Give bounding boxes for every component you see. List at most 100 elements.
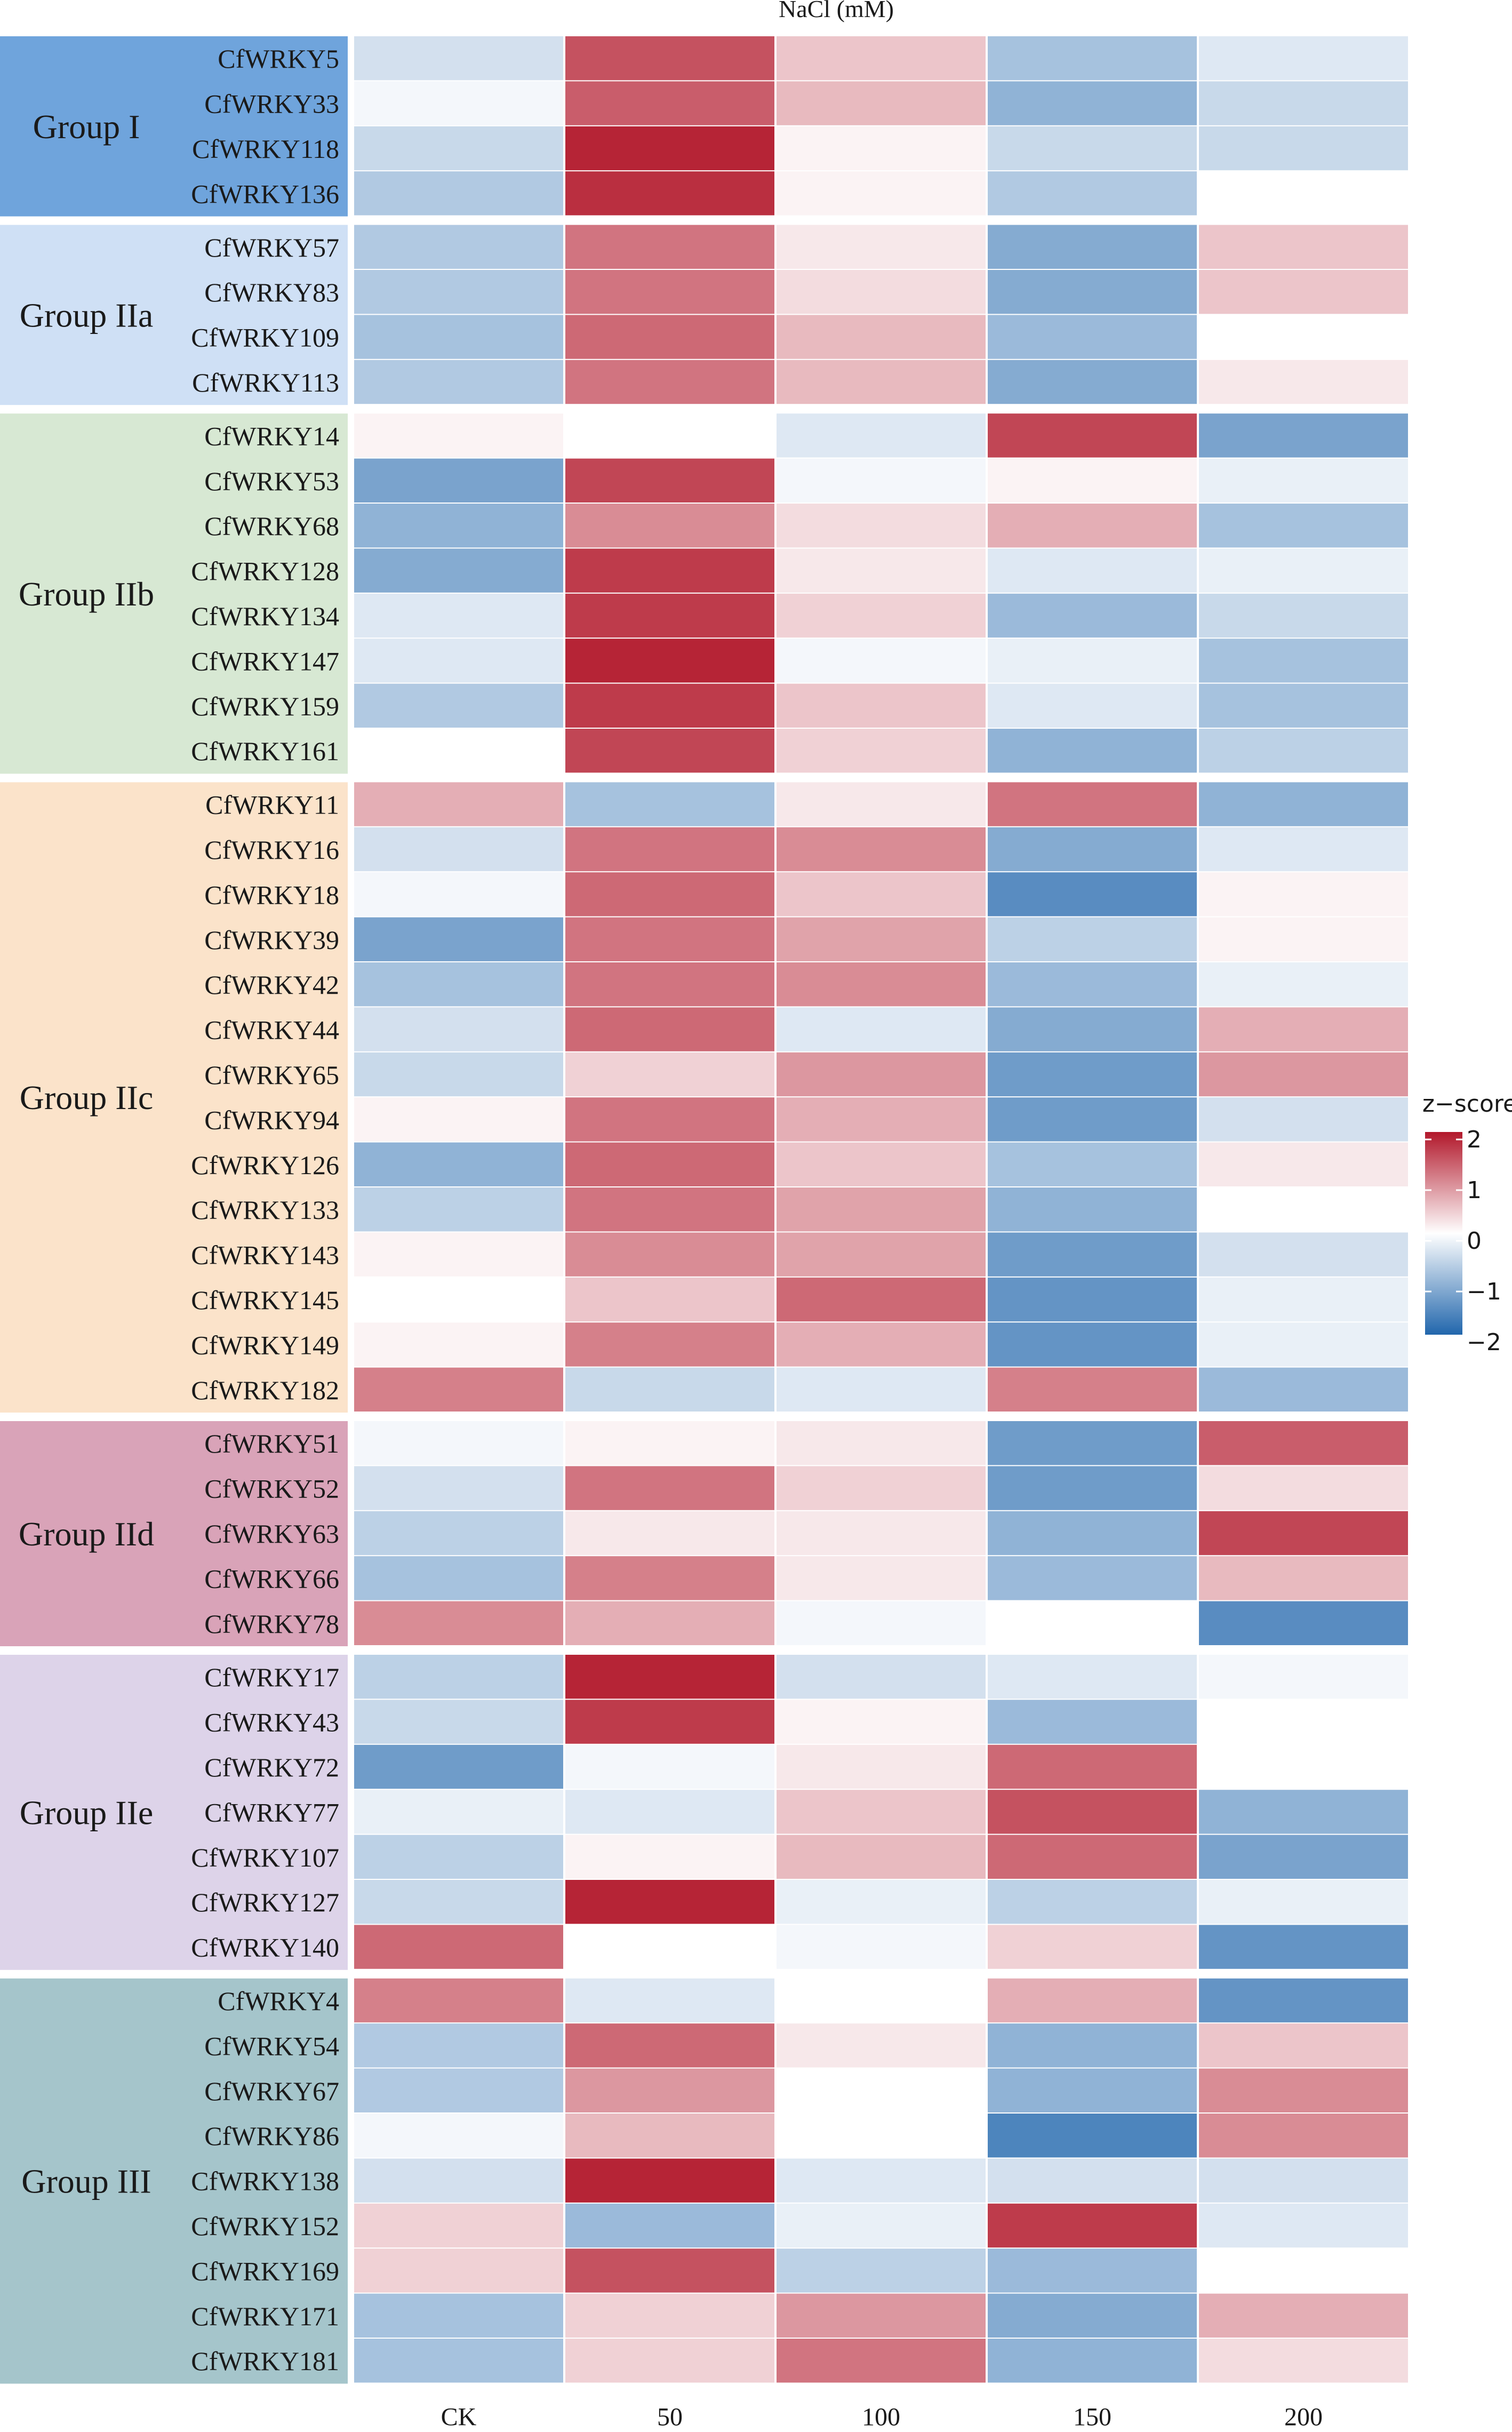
heatmap-cell — [565, 683, 774, 728]
gene-label: CfWRKY136 — [191, 179, 339, 209]
chart-title: NaCl (mM) — [779, 0, 894, 22]
heatmap-cell — [988, 315, 1197, 359]
heatmap-cell — [777, 315, 986, 359]
heatmap-cell — [1199, 1925, 1408, 1969]
heatmap-cell — [988, 2339, 1197, 2383]
legend-tick-label: −2 — [1467, 1329, 1501, 1356]
heatmap-cell — [565, 593, 774, 638]
heatmap-cell — [354, 2114, 563, 2158]
heatmap-cell — [1199, 1744, 1408, 1789]
heatmap-cell — [565, 1790, 774, 1834]
gene-label: CfWRKY133 — [191, 1195, 339, 1225]
group-band — [0, 413, 348, 774]
heatmap-cell — [777, 1421, 986, 1465]
gene-label: CfWRKY143 — [191, 1240, 339, 1270]
heatmap-cell — [354, 2339, 563, 2383]
heatmap-cell — [1199, 548, 1408, 593]
heatmap-cell — [988, 1835, 1197, 1879]
heatmap-cell — [1199, 1097, 1408, 1142]
heatmap-cell — [1199, 1978, 1408, 2023]
heatmap-cell — [354, 782, 563, 826]
group-band — [0, 1978, 348, 2384]
heatmap-cell — [988, 360, 1197, 404]
heatmap-cell — [565, 1978, 774, 2023]
heatmap-cell — [354, 1052, 563, 1097]
gene-label: CfWRKY11 — [205, 790, 339, 820]
heatmap-cell — [565, 2293, 774, 2338]
gene-label: CfWRKY126 — [191, 1150, 339, 1180]
group-label: Group III — [21, 2163, 151, 2200]
heatmap-cell — [565, 2339, 774, 2383]
heatmap-cell — [777, 2339, 986, 2383]
gene-label: CfWRKY66 — [204, 1564, 339, 1593]
gene-label: CfWRKY145 — [191, 1285, 339, 1315]
heatmap-cell — [777, 1790, 986, 1834]
heatmap-cell — [565, 1322, 774, 1367]
heatmap-cell — [777, 1097, 986, 1142]
heatmap-cell — [354, 962, 563, 1007]
heatmap-cell — [777, 827, 986, 872]
heatmap-cell — [354, 1601, 563, 1645]
heatmap-cell — [354, 683, 563, 728]
heatmap-cell — [988, 1466, 1197, 1510]
heatmap-cell — [1199, 2158, 1408, 2203]
group-label: Group IIc — [20, 1079, 154, 1117]
heatmap-cell — [1199, 81, 1408, 125]
heatmap-cell — [1199, 225, 1408, 269]
heatmap-cell — [565, 1700, 774, 1744]
heatmap-cell — [354, 2293, 563, 2338]
heatmap-cell — [777, 1835, 986, 1879]
heatmap-cell — [777, 126, 986, 171]
heatmap-cell — [1199, 171, 1408, 216]
heatmap-cell — [354, 171, 563, 216]
heatmap-cell — [354, 1097, 563, 1142]
heatmap-cell — [988, 1655, 1197, 1699]
heatmap-cell — [565, 2203, 774, 2248]
heatmap-cell — [777, 593, 986, 638]
heatmap-cell — [988, 1052, 1197, 1097]
heatmap-cell — [565, 36, 774, 81]
heatmap-cell — [1199, 1466, 1408, 1510]
heatmap-cell — [565, 1052, 774, 1097]
heatmap-cell — [354, 593, 563, 638]
gene-label: CfWRKY152 — [191, 2211, 339, 2241]
heatmap-cell — [777, 683, 986, 728]
heatmap-cell — [1199, 827, 1408, 872]
legend-tick-label: 2 — [1467, 1126, 1482, 1153]
heatmap-cell — [777, 1655, 986, 1699]
heatmap-cell — [354, 1007, 563, 1051]
heatmap-cell — [988, 2158, 1197, 2203]
heatmap-cell — [354, 126, 563, 171]
heatmap-cell — [1199, 1142, 1408, 1186]
heatmap-cell — [777, 360, 986, 404]
heatmap-cell — [988, 2068, 1197, 2112]
gene-label: CfWRKY68 — [204, 511, 339, 541]
heatmap-cell — [354, 1978, 563, 2023]
heatmap-cell — [1199, 1790, 1408, 1834]
heatmap-cell — [565, 1880, 774, 1924]
heatmap-cell — [777, 1700, 986, 1744]
heatmap-cell — [354, 729, 563, 773]
gene-label: CfWRKY51 — [204, 1429, 339, 1458]
heatmap-cell — [988, 1744, 1197, 1789]
heatmap-cell — [1199, 1232, 1408, 1277]
heatmap-cell — [988, 1277, 1197, 1322]
heatmap-cell — [777, 1187, 986, 1232]
heatmap-cell — [777, 1322, 986, 1367]
heatmap-cell — [354, 1744, 563, 1789]
heatmap-cell — [565, 729, 774, 773]
heatmap-cell — [565, 639, 774, 683]
group-band — [0, 1421, 348, 1646]
heatmap-cell — [777, 1367, 986, 1412]
heatmap-cell — [565, 1466, 774, 1510]
gene-label: CfWRKY63 — [204, 1519, 339, 1549]
heatmap-cell — [777, 872, 986, 916]
heatmap-cell — [988, 2114, 1197, 2158]
heatmap-cell — [1199, 1700, 1408, 1744]
gene-label: CfWRKY149 — [191, 1330, 339, 1360]
gene-label: CfWRKY113 — [192, 368, 339, 397]
heatmap-cell — [1199, 1322, 1408, 1367]
heatmap-cell — [988, 1880, 1197, 1924]
heatmap-cell — [988, 1187, 1197, 1232]
heatmap-cell — [1199, 1655, 1408, 1699]
